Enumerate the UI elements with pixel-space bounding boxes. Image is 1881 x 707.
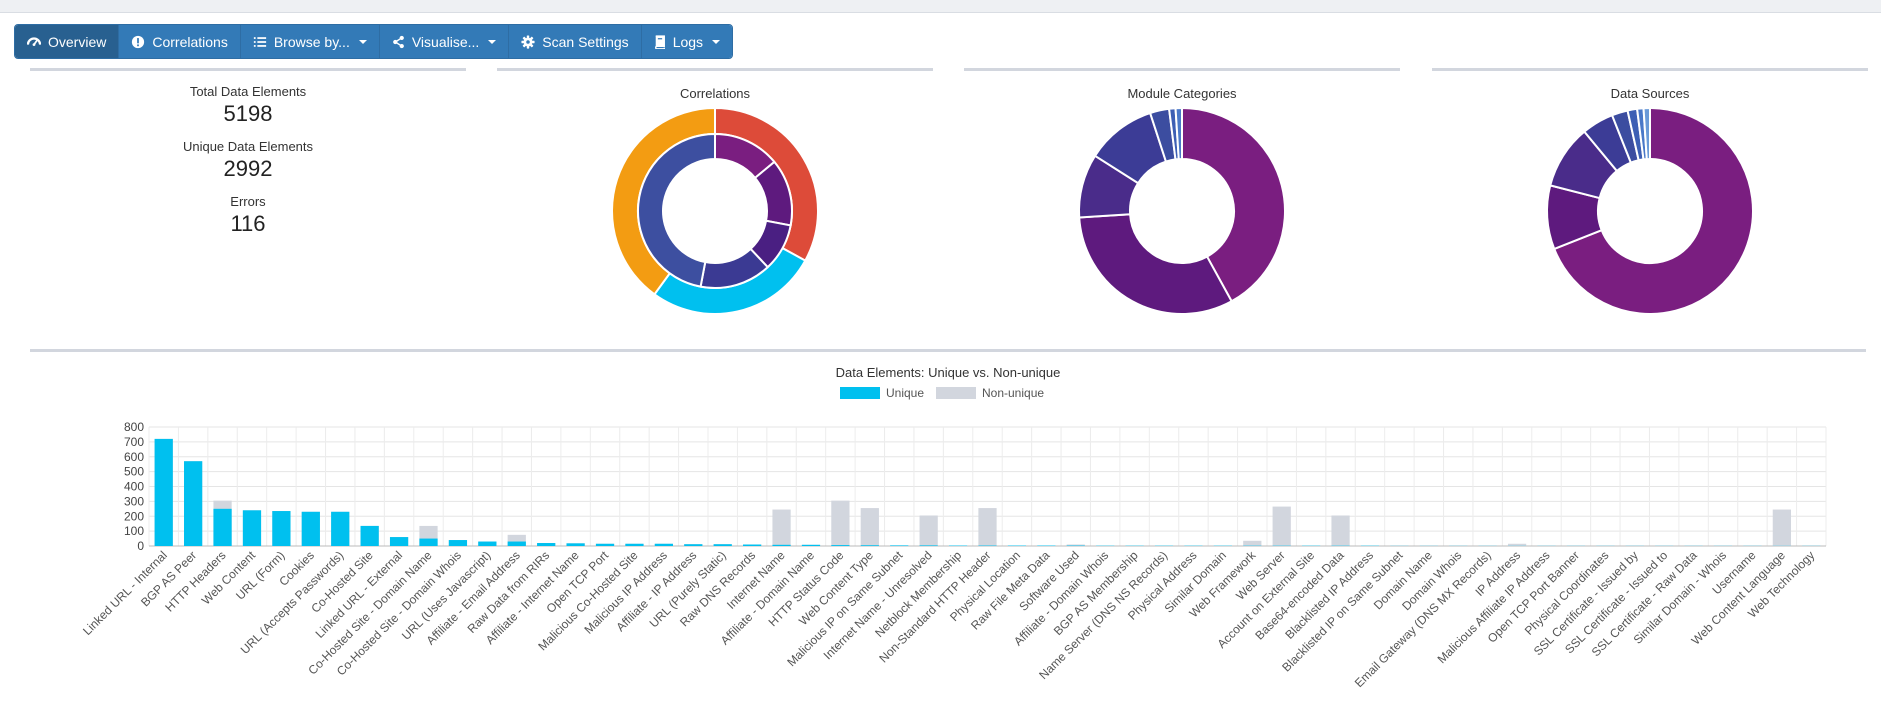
bar-unique[interactable] [625,544,643,546]
bar-unique[interactable] [714,544,732,546]
legend-label-nonunique[interactable]: Non-unique [982,386,1044,400]
bar-nonunique[interactable] [1508,544,1526,546]
bar-unique[interactable] [566,543,584,546]
bar-unique[interactable] [508,542,526,546]
y-tick-label: 400 [124,480,144,494]
bar-unique[interactable] [213,509,231,546]
bar-nonunique[interactable] [772,510,790,546]
bar-unique[interactable] [155,439,173,546]
unique-data-elements-stat: Unique Data Elements 2992 [30,139,466,182]
errors-value: 116 [30,211,466,237]
nav-browse-by-button[interactable]: Browse by... [241,25,380,58]
y-tick-label: 500 [124,465,144,479]
bar-unique[interactable] [920,545,938,546]
caret-down-icon [712,40,720,44]
bar-chart-title: Data Elements: Unique vs. Non-unique [836,365,1061,380]
errors-label: Errors [30,194,466,209]
nav-correlations-label: Correlations [152,34,227,50]
data-elements-chart-panel: Data Elements: Unique vs. Non-unique Uniq… [30,349,1866,707]
bar-nonunique[interactable] [978,508,996,546]
nav-overview-button[interactable]: Overview [15,25,119,58]
bar-unique[interactable] [684,544,702,546]
y-tick-label: 700 [124,435,144,449]
bar-unique[interactable] [743,545,761,546]
bar-unique[interactable] [890,545,908,546]
module-category-slice[interactable] [1079,214,1231,314]
bar-unique[interactable] [184,461,202,546]
bar-unique[interactable] [802,545,820,546]
bar-unique[interactable] [655,544,673,546]
caret-down-icon [488,40,496,44]
bar-unique[interactable] [243,510,261,546]
exclamation-circle-icon [131,35,145,49]
bar-unique[interactable] [302,512,320,546]
bar-unique[interactable] [361,526,379,546]
bar-nonunique[interactable] [1331,516,1349,546]
nav-scan-settings-label: Scan Settings [542,34,628,50]
bar-nonunique[interactable] [1773,510,1791,546]
bar-unique[interactable] [831,545,849,546]
total-data-elements-value: 5198 [30,101,466,127]
main-nav-toolbar: Overview Correlations Browse by... Visualis… [14,24,733,59]
legend-swatch-unique[interactable] [840,387,880,399]
bar-unique[interactable] [272,511,290,546]
data-sources-donut-chart[interactable] [1432,103,1868,323]
module-categories-panel: Module Categories [964,68,1400,339]
bar-unique[interactable] [478,542,496,546]
top-bar [0,0,1881,13]
y-tick-label: 300 [124,494,144,508]
module-categories-panel-title: Module Categories [964,86,1400,101]
nav-visualise-label: Visualise... [412,34,479,50]
nav-correlations-button[interactable]: Correlations [119,25,240,58]
y-tick-label: 0 [137,539,144,553]
gear-icon [521,35,535,49]
summary-panel: Total Data Elements 5198 Unique Data Ele… [30,68,466,339]
correlations-panel-title: Correlations [497,86,933,101]
share-icon [392,35,405,49]
bar-nonunique[interactable] [1243,541,1261,546]
bar-nonunique[interactable] [861,508,879,546]
bar-nonunique[interactable] [1273,507,1291,546]
correlations-donut-chart[interactable] [497,103,933,323]
bar-nonunique[interactable] [831,501,849,546]
bar-unique[interactable] [449,540,467,546]
dashboard-icon [27,35,41,49]
bar-unique[interactable] [537,543,555,546]
errors-stat: Errors 116 [30,194,466,237]
data-sources-panel-title: Data Sources [1432,86,1868,101]
legend-swatch-nonunique[interactable] [936,387,976,399]
y-tick-label: 800 [124,420,144,434]
bar-unique[interactable] [331,512,349,546]
bar-unique[interactable] [596,544,614,546]
total-data-elements-label: Total Data Elements [30,84,466,99]
correlations-panel: Correlations [497,68,933,339]
book-icon [654,35,666,49]
y-tick-label: 100 [124,524,144,538]
y-tick-label: 200 [124,509,144,523]
nav-scan-settings-button[interactable]: Scan Settings [509,25,641,58]
y-tick-label: 600 [124,450,144,464]
data-elements-bar-chart: Data Elements: Unique vs. Non-unique Uniq… [30,352,1866,704]
unique-data-elements-label: Unique Data Elements [30,139,466,154]
list-icon [253,35,267,49]
nav-overview-label: Overview [48,34,106,50]
bar-nonunique[interactable] [920,516,938,546]
data-sources-panel: Data Sources [1432,68,1868,339]
bar-unique[interactable] [861,545,879,546]
bar-unique[interactable] [419,539,437,546]
bar-unique[interactable] [390,537,408,546]
nav-browse-by-label: Browse by... [274,34,350,50]
caret-down-icon [359,40,367,44]
legend-label-unique[interactable]: Unique [886,386,924,400]
nav-logs-button[interactable]: Logs [642,25,732,58]
nav-logs-label: Logs [673,34,703,50]
module-categories-donut-chart[interactable] [964,103,1400,323]
unique-data-elements-value: 2992 [30,156,466,182]
nav-visualise-button[interactable]: Visualise... [380,25,509,58]
bar-unique[interactable] [772,545,790,546]
total-data-elements-stat: Total Data Elements 5198 [30,84,466,127]
